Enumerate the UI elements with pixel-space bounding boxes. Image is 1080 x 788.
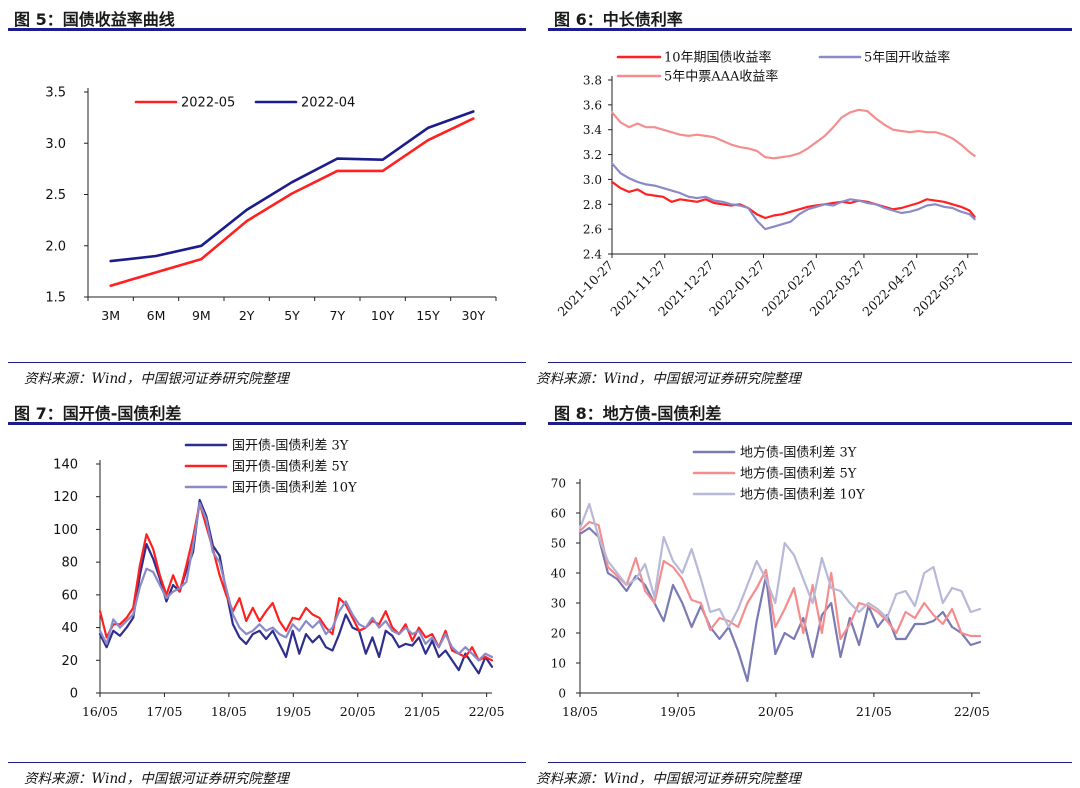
y-tick-label: 2.8 [583, 198, 602, 212]
x-tick-label: 2022-01-27 [706, 257, 768, 319]
series-line-2 [98, 502, 494, 662]
x-tick-label: 9M [192, 308, 211, 323]
chart-8-source-rule [548, 762, 1072, 763]
y-tick-label: 3.0 [583, 173, 602, 187]
x-tick-label: 3M [101, 308, 120, 323]
y-tick-label: 30 [551, 597, 566, 611]
y-tick-label: 0 [558, 687, 566, 701]
y-tick-label: 50 [551, 537, 566, 551]
chart-8-title-rule [548, 422, 1072, 425]
x-tick-label: 15Y [416, 308, 440, 323]
series-line-3 [578, 502, 982, 629]
y-tick-label: 140 [53, 458, 78, 473]
y-tick-label: 2.5 [45, 188, 66, 203]
x-tick-label: 30Y [462, 308, 486, 323]
x-tick-label: 22/05 [469, 704, 505, 719]
series-line-3 [610, 108, 976, 160]
y-tick-label: 20 [61, 654, 78, 669]
legend-label-2: 国开债-国债利差 5Y [232, 460, 349, 475]
x-tick-label: 22/05 [954, 704, 990, 719]
y-tick-label: 20 [551, 627, 566, 641]
legend-label-1: 10年期国债收益率 [664, 50, 772, 66]
x-tick-label: 2Y [239, 308, 255, 323]
legend-label-1: 2022-05 [181, 96, 235, 111]
legend-label-2: 2022-04 [301, 96, 355, 111]
x-tick-label: 18/05 [562, 704, 598, 719]
legend-label-1: 地方债-国债利差 3Y [740, 445, 857, 461]
chart-5-source: 资料来源：Wind，中国银河证券研究院整理 [24, 371, 289, 387]
chart-5-title-rule [8, 28, 526, 31]
y-tick-label: 1.5 [45, 291, 66, 306]
y-tick-label: 10 [551, 657, 566, 671]
y-tick-label: 3.6 [583, 98, 602, 112]
chart-5-source-rule [8, 362, 526, 363]
legend-label-3: 地方债-国债利差 10Y [740, 487, 865, 503]
chart-8-plot: 0 10 20 30 40 50 60 70 18/05 19/05 20/05 21/05 22/05… [551, 445, 990, 720]
y-tick-label: 120 [53, 490, 78, 505]
y-tick-label: 100 [53, 523, 78, 538]
x-tick-label: 2022-05-27 [910, 257, 972, 319]
y-tick-label: 70 [551, 477, 566, 491]
y-tick-label: 3.2 [583, 148, 602, 162]
chart-7-plot: 0 20 40 60 80 100 120 140 16/05 17/05 18/05 19/05 20… [53, 439, 504, 720]
chart-7-title: 图 7：国开债-国债利差 [14, 404, 182, 423]
x-tick-label: 21/05 [856, 704, 892, 719]
chart-5-title: 图 5：国债收益率曲线 [14, 10, 175, 29]
series-line-2 [610, 162, 976, 231]
x-tick-label: 20/05 [758, 704, 794, 719]
chart-6-title-rule [548, 28, 1072, 31]
y-tick-label: 60 [61, 588, 78, 603]
x-tick-label: 7Y [330, 308, 346, 323]
y-tick-label: 2.6 [583, 223, 602, 237]
legend-label-1: 国开债-国债利差 3Y [232, 439, 349, 454]
series-line-1 [610, 180, 976, 220]
x-tick-label: 20/05 [340, 704, 376, 719]
y-tick-label: 40 [551, 567, 566, 581]
legend-label-3: 5年中票AAA收益率 [664, 69, 778, 85]
chart-7-source-rule [8, 762, 526, 763]
y-tick-label: 2.0 [45, 239, 66, 254]
legend-label-2: 5年国开收益率 [864, 50, 950, 66]
y-tick-label: 3.8 [583, 74, 602, 88]
series-line-1 [98, 498, 494, 675]
series-line-3 [98, 502, 494, 662]
y-tick-label: 80 [61, 556, 78, 571]
chart-6-source-rule [548, 362, 1072, 363]
series-line-1 [109, 117, 475, 288]
x-tick-label: 10Y [371, 308, 395, 323]
y-tick-label: 3.0 [45, 137, 66, 152]
y-tick-label: 40 [61, 621, 78, 636]
chart-6-plot: 2.42.62.83.03.23.43.63.82021-10-272021-1… [555, 50, 978, 319]
series-line-2 [578, 520, 982, 641]
y-tick-label: 3.5 [45, 86, 66, 101]
series-line-1 [578, 526, 982, 683]
y-tick-label: 3.4 [583, 123, 602, 137]
legend-label-2: 地方债-国债利差 5Y [740, 466, 857, 482]
x-tick-label: 5Y [284, 308, 300, 323]
x-tick-label: 6M [147, 308, 166, 323]
y-tick-label: 60 [551, 507, 566, 521]
y-tick-label: 0 [70, 687, 78, 702]
x-tick-label: 16/05 [82, 704, 118, 719]
chart-6-source: 资料来源：Wind，中国银河证券研究院整理 [536, 371, 801, 387]
chart-7-source: 资料来源：Wind，中国银河证券研究院整理 [24, 771, 289, 787]
chart-7-title-rule [8, 422, 526, 425]
chart-8-source: 资料来源：Wind，中国银河证券研究院整理 [536, 771, 801, 787]
chart-6-title: 图 6：中长债利率 [554, 10, 683, 29]
series-line-2 [109, 110, 475, 263]
x-tick-label: 21/05 [404, 704, 440, 719]
x-tick-label: 19/05 [660, 704, 696, 719]
x-tick-label: 2021-10-27 [555, 257, 617, 319]
chart-8-title: 图 8：地方债-国债利差 [554, 404, 722, 423]
y-tick-label: 2.4 [583, 248, 602, 262]
x-tick-label: 17/05 [146, 704, 182, 719]
chart-5-plot: 1.5 2.0 2.5 3.0 3.5 3M 6M 9M 2Y 5Y 7Y 10Y 15Y 30Y 2022… [45, 86, 497, 323]
x-tick-label: 18/05 [211, 704, 247, 719]
legend-label-3: 国开债-国债利差 10Y [232, 481, 357, 496]
x-tick-label: 19/05 [275, 704, 311, 719]
